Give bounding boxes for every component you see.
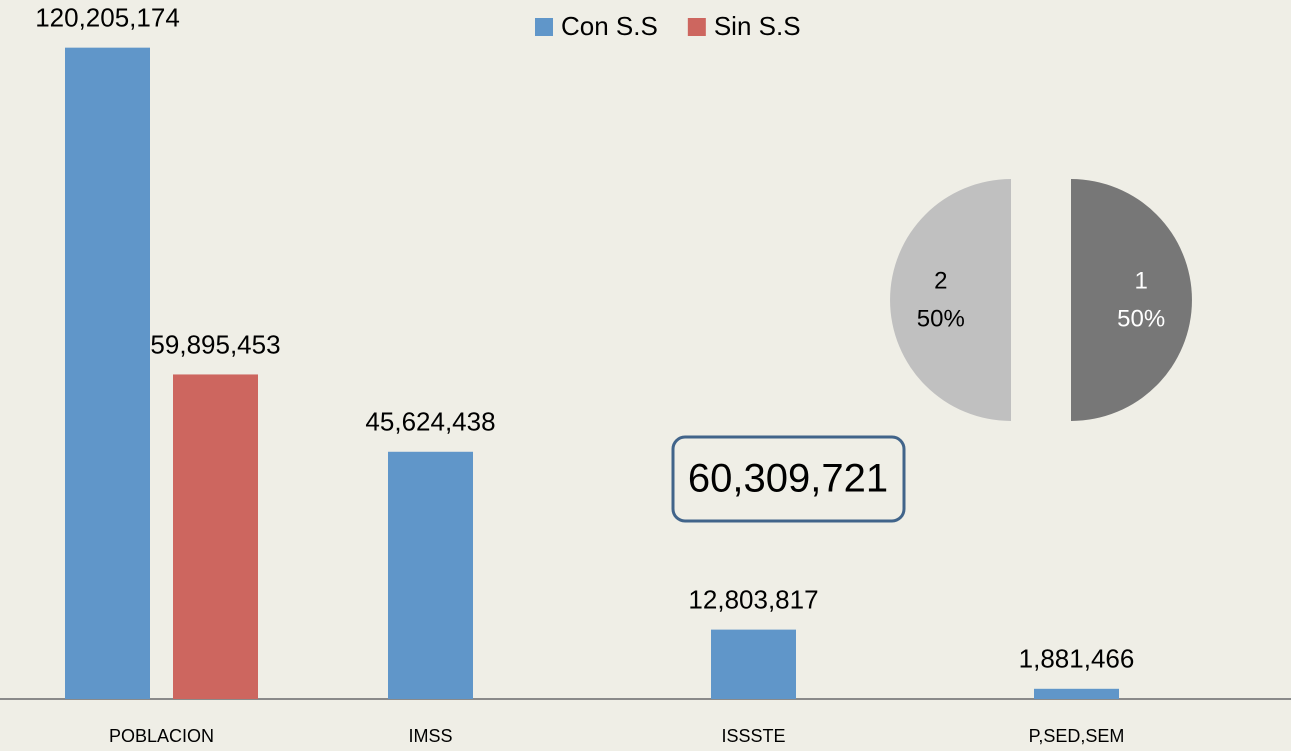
x-tick-label: IMSS (408, 726, 452, 746)
x-tick-label: P,SED,SEM (1029, 726, 1125, 746)
value-label: 59,895,453 (150, 329, 280, 359)
annotation: 60,309,721 (688, 457, 888, 501)
legend-label: Con S.S (561, 11, 658, 41)
x-tick-label: ISSSTE (721, 726, 785, 746)
value-label: 12,803,817 (688, 584, 818, 614)
bar (1034, 688, 1119, 699)
bar (173, 374, 258, 699)
value-label: 1,881,466 (1019, 644, 1135, 674)
legend-label: Sin S.S (714, 11, 801, 41)
pie-value-label: 50% (1117, 305, 1165, 332)
pie-value-label: 50% (917, 305, 965, 332)
value-label: 120,205,174 (35, 3, 180, 33)
legend-swatch (535, 18, 553, 36)
bar (388, 451, 473, 699)
x-tick-label: POBLACION (109, 726, 214, 746)
legend-swatch (687, 18, 706, 36)
bar (711, 629, 796, 699)
pie-category-label: 2 (934, 267, 947, 294)
pie-slice (890, 179, 1011, 421)
pie-slice (1071, 179, 1192, 421)
annotation-box (671, 435, 906, 523)
bar (65, 47, 150, 699)
pie-category-label: 1 (1135, 267, 1148, 294)
value-label: 45,624,438 (365, 407, 495, 437)
